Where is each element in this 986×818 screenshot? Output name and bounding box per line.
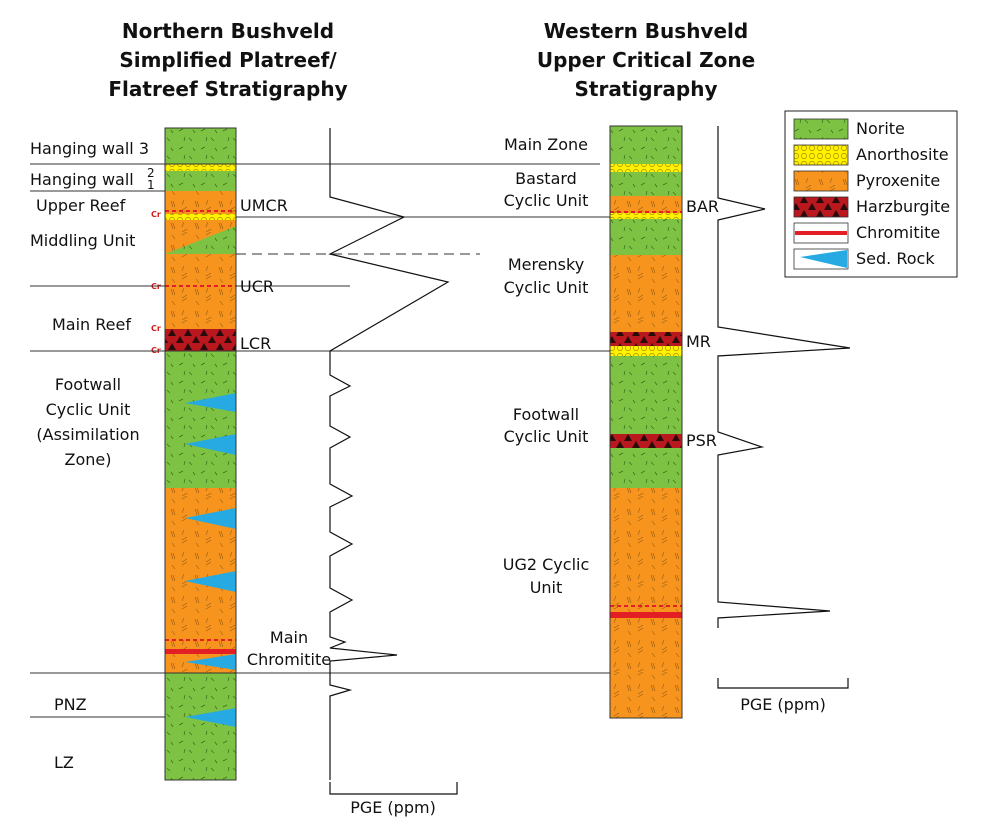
label-footwall-line-3: (Assimilation [36, 425, 139, 444]
west-mr-harzburgite [610, 332, 682, 346]
label-footwall-line-2: Cyclic Unit [46, 400, 131, 419]
north-sed-rock-wedge-5 [185, 654, 236, 670]
legend-norite-label: Norite [856, 119, 905, 138]
north-title-line-3: Flatreef Stratigraphy [108, 77, 347, 101]
north-sed-rock-wedge-3 [185, 508, 236, 529]
north-anorthosite-layer [165, 164, 236, 171]
west-main-zone-layer [610, 126, 682, 164]
marker-ucr: UCR [240, 277, 274, 296]
label-hanging-wall-3: Hanging wall 3 [30, 139, 149, 158]
legend-chromitite-label: Chromitite [856, 223, 940, 242]
west-column [609, 125, 683, 719]
legend-pyroxenite-label: Pyroxenite [856, 171, 940, 190]
north-title-line-2: Simplified Platreef/ [119, 48, 337, 72]
marker-main-chromitite-line-2: Chromitite [247, 650, 331, 669]
legend-pyroxenite-swatch [793, 170, 849, 192]
west-title-line-2: Upper Critical Zone [537, 48, 755, 72]
west-bar-anorthosite [610, 213, 682, 219]
label-upper-reef: Upper Reef [36, 196, 126, 215]
north-cr-tag-1: Cr [151, 210, 161, 219]
north-main-reef-pyroxenite [165, 254, 236, 329]
north-main-chromitite-solid [165, 649, 236, 654]
legend-sed-rock-swatch [793, 248, 849, 270]
west-pge-curve [717, 126, 851, 628]
north-sed-rock-wedge-2 [185, 434, 236, 455]
legend-harzburgite-label: Harzburgite [856, 197, 950, 216]
label-bastard-line-2: Cyclic Unit [504, 191, 589, 210]
marker-lcr: LCR [240, 334, 271, 353]
north-hanging-wall-layer [165, 171, 236, 191]
north-pge-axis [329, 782, 458, 795]
label-main-zone: Main Zone [504, 135, 588, 154]
label-main-reef: Main Reef [52, 315, 131, 334]
west-footwall-norite [610, 356, 682, 434]
west-title-line-1: Western Bushveld [544, 19, 748, 43]
label-ug2-line-1: UG2 Cyclic [503, 555, 590, 574]
legend: Norite Anorthosite Pyroxenite Harzburgit… [784, 110, 958, 278]
north-umcr-anorthosite [165, 214, 236, 220]
label-pnz: PNZ [54, 695, 87, 714]
label-hanging-wall: Hanging wall [30, 170, 134, 189]
legend-harzburgite-swatch [793, 196, 849, 218]
marker-umcr: UMCR [240, 196, 288, 215]
north-title-line-1: Northern Bushveld [122, 19, 334, 43]
marker-psr: PSR [686, 431, 717, 450]
label-footwall-line-1: Footwall [55, 375, 121, 394]
north-boundary-lines [30, 163, 610, 718]
west-norite-2 [610, 219, 682, 255]
north-pge-curve [328, 128, 450, 780]
label-hanging-wall-2: 2 [147, 166, 155, 180]
north-hanging-wall-3-layer [165, 128, 236, 164]
label-lz: LZ [54, 753, 74, 772]
marker-main-chromitite-line-1: Main [270, 628, 308, 647]
label-west-footwall-line-1: Footwall [513, 405, 579, 424]
west-ug2-chromitite [610, 612, 682, 618]
west-title-line-3: Stratigraphy [574, 77, 717, 101]
label-merensky-line-2: Cyclic Unit [504, 278, 589, 297]
north-middling-norite-wedge [165, 226, 236, 254]
north-lz-norite [165, 673, 236, 780]
west-psr-harzburgite [610, 434, 682, 448]
label-merensky-line-1: Merensky [508, 255, 584, 274]
label-middling-unit: Middling Unit [30, 231, 135, 250]
label-ug2-line-2: Unit [530, 578, 563, 597]
west-merensky-pyroxenite [610, 255, 682, 332]
north-pge-label: PGE (ppm) [350, 798, 436, 817]
north-column [164, 127, 237, 781]
west-footwall-norite-2 [610, 448, 682, 488]
legend-chromitite-swatch [793, 222, 849, 244]
west-ug2-pyroxenite [610, 488, 682, 718]
north-upper-reef-layer [165, 191, 236, 216]
west-bastard-norite [610, 172, 682, 196]
north-cr-tag-3: Cr [151, 324, 161, 333]
west-mr-anorthosite [610, 346, 682, 356]
west-pge-label: PGE (ppm) [740, 695, 826, 714]
marker-mr: MR [686, 332, 711, 351]
legend-anorthosite-label: Anorthosite [856, 145, 949, 164]
north-sed-rock-wedge-6 [185, 708, 236, 727]
west-pge-axis [717, 678, 849, 689]
north-sed-rock-wedge-1 [185, 393, 236, 412]
north-footwall-norite [165, 351, 236, 488]
west-bastard-pyroxenite [610, 196, 682, 213]
marker-bar: BAR [686, 197, 719, 216]
west-anorthosite-top [610, 164, 682, 172]
label-bastard-line-1: Bastard [515, 169, 577, 188]
legend-norite-swatch [793, 118, 849, 140]
north-sed-rock-wedge-4 [185, 571, 236, 592]
north-column-border [164, 127, 237, 781]
label-west-footwall-line-2: Cyclic Unit [504, 427, 589, 446]
legend-sed-rock-label: Sed. Rock [856, 249, 935, 268]
label-hanging-wall-1: 1 [147, 178, 155, 192]
north-harzburgite-layer [165, 329, 236, 351]
label-footwall-line-4: Zone) [65, 450, 112, 469]
west-column-border [609, 125, 683, 719]
legend-anorthosite-swatch [793, 144, 849, 166]
